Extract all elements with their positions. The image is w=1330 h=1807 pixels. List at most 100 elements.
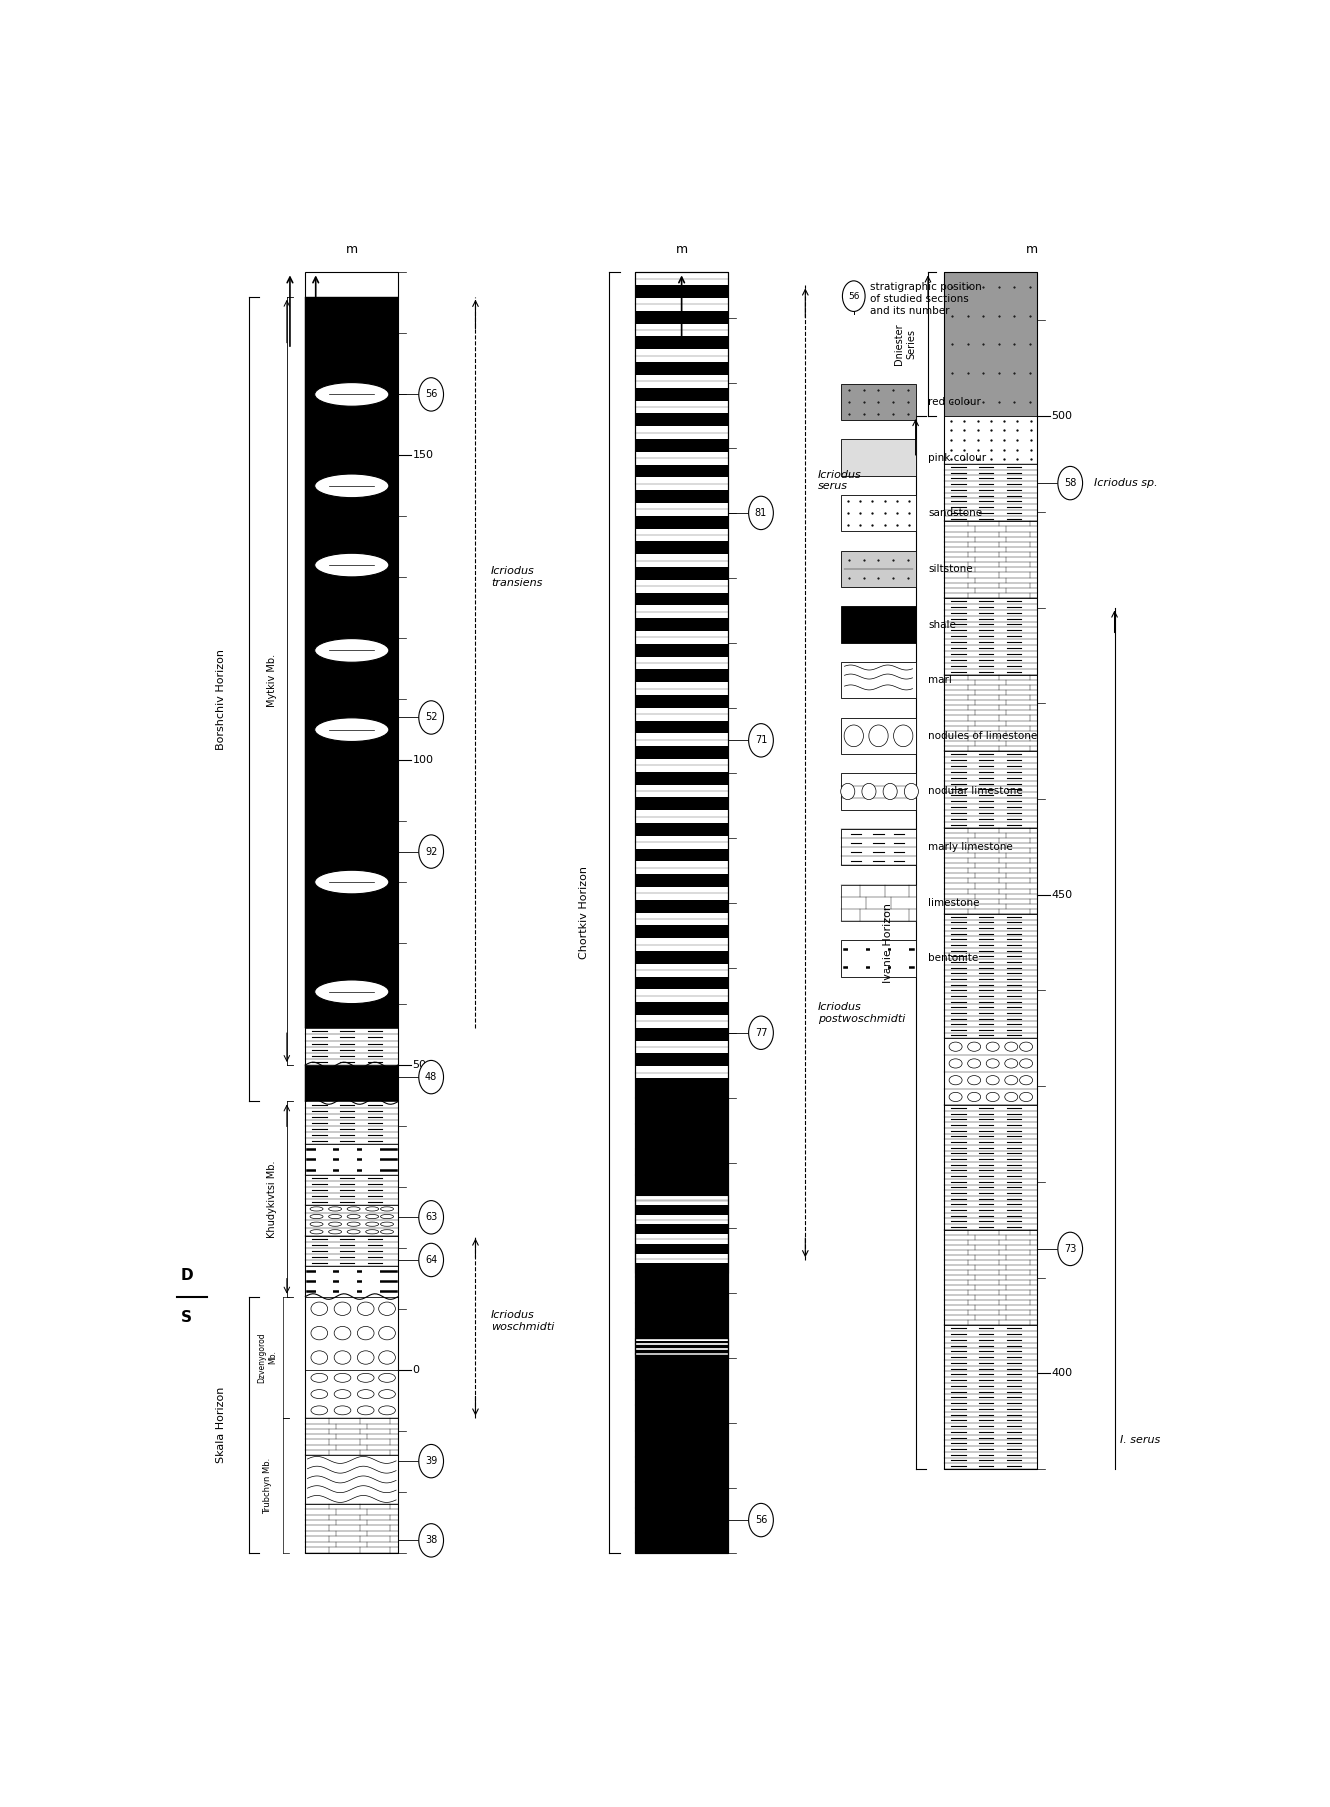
Ellipse shape: [968, 1059, 980, 1068]
Bar: [944, 828, 1037, 914]
Circle shape: [419, 701, 443, 734]
Ellipse shape: [311, 1326, 327, 1339]
Bar: [636, 1502, 728, 1514]
Bar: [944, 273, 1037, 416]
Ellipse shape: [1004, 1093, 1017, 1102]
Ellipse shape: [315, 717, 388, 741]
Text: Borshchiv Horizon: Borshchiv Horizon: [215, 649, 226, 750]
Circle shape: [749, 1016, 773, 1050]
Bar: [306, 1175, 398, 1205]
Text: 81: 81: [755, 508, 767, 519]
Bar: [636, 618, 728, 631]
Ellipse shape: [311, 1406, 327, 1415]
Bar: [636, 822, 728, 835]
Bar: [842, 940, 915, 976]
Bar: [636, 1357, 728, 1552]
Ellipse shape: [334, 1390, 351, 1399]
Bar: [636, 990, 728, 1003]
Bar: [306, 1418, 398, 1455]
Ellipse shape: [987, 1093, 999, 1102]
Bar: [636, 1258, 728, 1270]
Text: Icriodus
serus: Icriodus serus: [818, 470, 862, 492]
Text: 400: 400: [1052, 1368, 1073, 1379]
Bar: [306, 1205, 398, 1236]
Ellipse shape: [315, 979, 388, 1003]
Ellipse shape: [334, 1303, 351, 1315]
Bar: [636, 1348, 728, 1361]
Bar: [842, 439, 915, 475]
Bar: [636, 938, 728, 950]
Circle shape: [419, 1523, 443, 1558]
Bar: [636, 1234, 728, 1243]
Ellipse shape: [347, 1207, 360, 1211]
Ellipse shape: [1004, 1043, 1017, 1052]
Ellipse shape: [311, 1303, 327, 1315]
Bar: [636, 1156, 728, 1169]
Text: 48: 48: [426, 1072, 438, 1082]
Ellipse shape: [868, 725, 888, 746]
Bar: [944, 1106, 1037, 1231]
Bar: [636, 708, 728, 721]
Bar: [842, 717, 915, 754]
Bar: [636, 1205, 728, 1214]
Ellipse shape: [358, 1406, 374, 1415]
Text: 150: 150: [412, 450, 434, 461]
Ellipse shape: [968, 1043, 980, 1052]
Text: siltstone: siltstone: [928, 564, 972, 575]
Ellipse shape: [380, 1231, 394, 1234]
Ellipse shape: [904, 784, 919, 801]
Bar: [636, 1254, 728, 1263]
Bar: [306, 1236, 398, 1267]
Ellipse shape: [379, 1326, 395, 1339]
Ellipse shape: [950, 1075, 962, 1084]
Bar: [842, 773, 915, 810]
Bar: [636, 593, 728, 605]
Bar: [306, 273, 398, 1552]
Ellipse shape: [311, 1373, 327, 1382]
Text: Ivanie Horizon: Ivanie Horizon: [883, 902, 892, 983]
Circle shape: [419, 1200, 443, 1234]
Circle shape: [749, 497, 773, 529]
Bar: [636, 1424, 728, 1437]
Bar: [636, 1341, 728, 1343]
Text: shale: shale: [928, 620, 956, 629]
Bar: [636, 849, 728, 862]
Ellipse shape: [311, 1390, 327, 1399]
Bar: [636, 439, 728, 452]
Bar: [636, 900, 728, 913]
Text: 39: 39: [426, 1456, 438, 1465]
Ellipse shape: [329, 1207, 342, 1211]
Bar: [636, 414, 728, 426]
Text: nodular limestone: nodular limestone: [928, 786, 1023, 797]
Circle shape: [842, 280, 864, 311]
Bar: [636, 1437, 728, 1451]
Bar: [636, 1091, 728, 1104]
Bar: [636, 835, 728, 849]
Ellipse shape: [315, 638, 388, 661]
Ellipse shape: [987, 1043, 999, 1052]
Bar: [842, 661, 915, 698]
Ellipse shape: [334, 1326, 351, 1339]
Text: marly limestone: marly limestone: [928, 842, 1012, 853]
Bar: [636, 515, 728, 528]
Text: Khudykivtsi Mb.: Khudykivtsi Mb.: [267, 1160, 278, 1238]
Text: 500: 500: [1052, 410, 1073, 421]
Bar: [842, 551, 915, 587]
Ellipse shape: [334, 1406, 351, 1415]
Text: m: m: [676, 242, 688, 257]
Bar: [636, 1207, 728, 1220]
Ellipse shape: [347, 1214, 360, 1218]
Ellipse shape: [379, 1373, 395, 1382]
Bar: [636, 721, 728, 734]
Bar: [636, 1489, 728, 1502]
Bar: [636, 696, 728, 708]
Ellipse shape: [379, 1390, 395, 1399]
Ellipse shape: [358, 1303, 374, 1315]
Bar: [636, 862, 728, 875]
Bar: [306, 1144, 398, 1175]
Bar: [944, 464, 1037, 522]
Circle shape: [419, 378, 443, 412]
Bar: [944, 752, 1037, 828]
Text: 0: 0: [412, 1364, 419, 1375]
Bar: [636, 1514, 728, 1527]
